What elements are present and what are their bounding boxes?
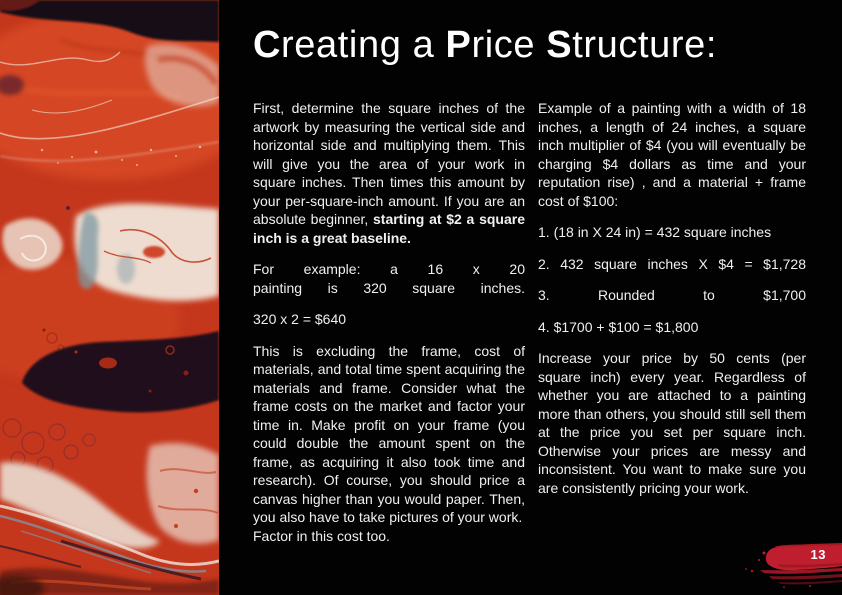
left-para-equation: 320 x 2 = $640 [253,311,347,327]
right-para-increase-price: Increase your price by 50 cents (per squ… [538,350,806,496]
title-initial-s: S [546,24,573,66]
title-text: rice [471,24,547,66]
left-para-intro-text: First, determine the square inches of th… [253,100,525,227]
title-initial-p: P [445,24,472,66]
left-para-factor-cost: Factor in this cost too. [253,527,390,544]
left-para-example: For example: a 16 x 20 painting is 320 sq… [253,260,525,297]
page-number: 13 [810,547,826,562]
pricing-step-2: 2. 432 square inches X $4 = $1,728 [538,255,806,272]
text-column-left: First, determine the square inches of th… [253,99,525,558]
left-para-intro: First, determine the square inches of th… [253,99,525,247]
title-text: tructure: [572,24,717,66]
cover-artwork-panel [0,0,219,595]
page-number-badge: 13 [738,538,842,595]
pricing-step-1: 1. (18 in X 24 in) = 432 square inches [538,224,772,240]
pricing-step-4: 4. $1700 + $100 = $1,800 [538,318,699,335]
text-column-right: Example of a painting with a width of 18… [538,99,806,558]
example-line-1: For example: a 16 x 20 [253,261,525,277]
fluid-painting-image [0,0,219,595]
title-initial-c: C [253,24,282,66]
baseline-advice-bold: starting at $2 a square inch is a great … [253,211,525,246]
page-title: Creating a Price Structure: [253,26,717,64]
title-text: reating a [281,24,446,66]
red-brush-stroke [745,543,842,588]
example-line-2: painting is 320 square inches. [253,279,525,296]
right-para-example-intro: Example of a painting with a width of 18… [538,100,806,209]
pricing-step-3: 3. Rounded to $1,700 [538,287,806,303]
two-column-body: First, determine the square inches of th… [253,99,806,558]
left-para-frame-costs: This is excluding the frame, cost of mat… [253,342,525,526]
